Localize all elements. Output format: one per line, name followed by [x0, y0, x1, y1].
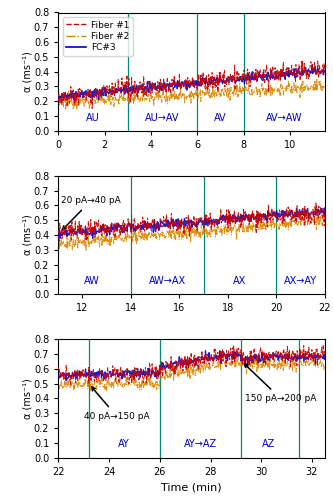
Text: 20 pA→40 pA: 20 pA→40 pA — [61, 196, 121, 230]
Text: AX→AY: AX→AY — [284, 276, 317, 286]
Text: 40 pA→150 pA: 40 pA→150 pA — [84, 387, 149, 420]
Text: AW→AX: AW→AX — [149, 276, 186, 286]
Text: AV→AW: AV→AW — [266, 112, 302, 122]
Y-axis label: α (ms⁻¹): α (ms⁻¹) — [23, 214, 33, 256]
Text: 150 pA→200 pA: 150 pA→200 pA — [244, 364, 316, 403]
Text: AW: AW — [84, 276, 100, 286]
X-axis label: Time (min): Time (min) — [161, 482, 222, 492]
Legend: Fiber #1, Fiber #2, FC#3: Fiber #1, Fiber #2, FC#3 — [63, 17, 133, 56]
Y-axis label: α (ms⁻¹): α (ms⁻¹) — [23, 52, 33, 92]
Text: AV: AV — [214, 112, 227, 122]
Text: AY: AY — [118, 440, 130, 450]
Y-axis label: α (ms⁻¹): α (ms⁻¹) — [23, 378, 33, 418]
Text: AZ: AZ — [262, 440, 275, 450]
Text: AX: AX — [233, 276, 246, 286]
Text: AY→AZ: AY→AZ — [184, 440, 217, 450]
Text: AU→AV: AU→AV — [145, 112, 180, 122]
Text: AU: AU — [86, 112, 100, 122]
